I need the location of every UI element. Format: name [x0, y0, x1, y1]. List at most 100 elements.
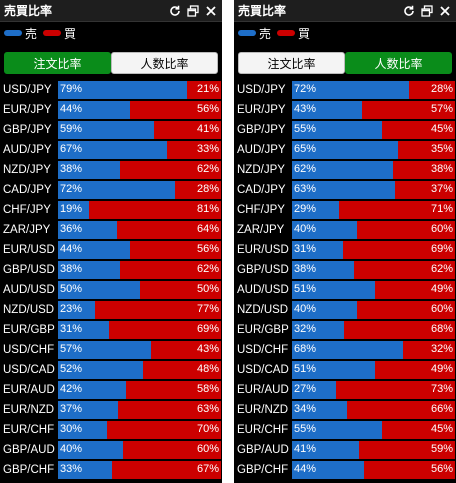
ratio-row[interactable]: EUR/USD 31% 69% [234, 240, 456, 260]
ratio-row[interactable]: GBP/CHF 44% 56% [234, 460, 456, 480]
ratio-panel-order: 売買比率売買注文比率 人数比率 USD/JPY 79% 21% EUR/JPY 44% 56%… [0, 0, 222, 483]
ratio-row[interactable]: USD/CAD 52% 48% [0, 360, 222, 380]
sell-percent: 31% [294, 243, 317, 255]
ratio-row[interactable]: EUR/NZD 37% 63% [0, 400, 222, 420]
ratio-bar: 32% 68% [292, 321, 455, 339]
ratio-row[interactable]: CHF/JPY 29% 71% [234, 200, 456, 220]
currency-pair: GBP/AUD [237, 444, 289, 456]
currency-pair: EUR/GBP [237, 324, 289, 336]
ratio-row[interactable]: GBP/CHF 33% 67% [0, 460, 222, 480]
close-icon[interactable] [438, 4, 452, 18]
currency-pair: ZAR/JPY [3, 224, 51, 236]
sell-bar: 51% [292, 361, 376, 379]
sell-percent: 44% [294, 463, 317, 475]
ratio-row[interactable]: NZD/JPY 38% 62% [0, 160, 222, 180]
buy-bar: 60% [357, 301, 455, 319]
sell-bar: 32% [292, 321, 345, 339]
ratio-row[interactable]: USD/JPY 79% 21% [0, 80, 222, 100]
buy-bar: 69% [108, 321, 221, 339]
currency-pair: EUR/NZD [3, 404, 55, 416]
sell-bar: 72% [58, 181, 176, 199]
ratio-row[interactable]: GBP/JPY 55% 45% [234, 120, 456, 140]
ratio-row[interactable]: NZD/JPY 62% 38% [234, 160, 456, 180]
buy-percent: 68% [430, 323, 453, 335]
buy-percent: 45% [430, 123, 453, 135]
window-icon[interactable] [186, 4, 200, 18]
ratio-row[interactable]: GBP/USD 38% 62% [234, 260, 456, 280]
ratio-bar: 27% 73% [292, 381, 455, 399]
buy-bar: 38% [393, 161, 455, 179]
ratio-row[interactable]: EUR/USD 44% 56% [0, 240, 222, 260]
tab-people-ratio[interactable]: 人数比率 [345, 52, 452, 74]
currency-pair: ZAR/JPY [237, 224, 285, 236]
ratio-panel-people: 売買比率売買注文比率 人数比率 USD/JPY 72% 28% EUR/JPY 43% 57%… [234, 0, 456, 483]
currency-pair: EUR/NZD [237, 404, 289, 416]
buy-percent: 32% [430, 343, 453, 355]
sell-percent: 37% [60, 403, 83, 415]
sell-bar: 57% [58, 341, 151, 359]
ratio-row[interactable]: EUR/AUD 27% 73% [234, 380, 456, 400]
ratio-row[interactable]: GBP/USD 38% 62% [0, 260, 222, 280]
ratio-row[interactable]: CAD/JPY 72% 28% [0, 180, 222, 200]
ratio-row[interactable]: EUR/JPY 44% 56% [0, 100, 222, 120]
ratio-row[interactable]: USD/JPY 72% 28% [234, 80, 456, 100]
buy-percent: 48% [196, 363, 219, 375]
refresh-icon[interactable] [168, 4, 182, 18]
tab-order-ratio[interactable]: 注文比率 [4, 52, 111, 74]
sell-percent: 27% [294, 383, 317, 395]
buy-percent: 21% [196, 83, 219, 95]
sell-percent: 63% [294, 183, 317, 195]
ratio-row[interactable]: CHF/JPY 19% 81% [0, 200, 222, 220]
tab-order-ratio[interactable]: 注文比率 [238, 52, 345, 74]
sell-bar: 36% [58, 221, 117, 239]
ratio-bar: 29% 71% [292, 201, 455, 219]
ratio-row[interactable]: AUD/USD 50% 50% [0, 280, 222, 300]
ratio-row[interactable]: AUD/JPY 67% 33% [0, 140, 222, 160]
currency-pair: USD/CHF [3, 344, 55, 356]
sell-bar: 23% [58, 301, 96, 319]
buy-bar: 57% [362, 101, 455, 119]
refresh-icon[interactable] [402, 4, 416, 18]
ratio-row[interactable]: GBP/JPY 59% 41% [0, 120, 222, 140]
ratio-bar: 38% 62% [58, 261, 221, 279]
ratio-row[interactable]: GBP/AUD 41% 59% [234, 440, 456, 460]
ratio-row[interactable]: USD/CHF 57% 43% [0, 340, 222, 360]
currency-pair: AUD/USD [3, 284, 55, 296]
ratio-row[interactable]: USD/CHF 68% 32% [234, 340, 456, 360]
sell-percent: 51% [294, 283, 317, 295]
ratio-row[interactable]: GBP/AUD 40% 60% [0, 440, 222, 460]
ratio-row[interactable]: EUR/GBP 32% 68% [234, 320, 456, 340]
ratio-row[interactable]: EUR/NZD 34% 66% [234, 400, 456, 420]
sell-bar: 27% [292, 381, 336, 399]
currency-pair: CHF/JPY [237, 204, 285, 216]
ratio-row[interactable]: USD/CAD 51% 49% [234, 360, 456, 380]
ratio-row[interactable]: ZAR/JPY 36% 64% [0, 220, 222, 240]
close-icon[interactable] [204, 4, 218, 18]
ratio-row[interactable]: NZD/USD 40% 60% [234, 300, 456, 320]
buy-percent: 73% [430, 383, 453, 395]
ratio-row[interactable]: EUR/GBP 31% 69% [0, 320, 222, 340]
ratio-row[interactable]: EUR/CHF 30% 70% [0, 420, 222, 440]
ratio-row[interactable]: ZAR/JPY 40% 60% [234, 220, 456, 240]
tab-people-ratio[interactable]: 人数比率 [111, 52, 218, 74]
buy-bar: 62% [119, 261, 221, 279]
ratio-row[interactable]: EUR/AUD 42% 58% [0, 380, 222, 400]
ratio-row[interactable]: NZD/USD 23% 77% [0, 300, 222, 320]
buy-percent: 59% [430, 443, 453, 455]
ratio-bar: 68% 32% [292, 341, 455, 359]
currency-pair: EUR/AUD [3, 384, 55, 396]
buy-bar: 28% [409, 81, 455, 99]
ratio-row[interactable]: CAD/JPY 63% 37% [234, 180, 456, 200]
ratio-bar: 72% 28% [292, 81, 455, 99]
ratio-row[interactable]: EUR/CHF 55% 45% [234, 420, 456, 440]
ratio-row[interactable]: AUD/JPY 65% 35% [234, 140, 456, 160]
sell-percent: 50% [60, 283, 83, 295]
ratio-row[interactable]: EUR/JPY 43% 57% [234, 100, 456, 120]
ratio-bar: 50% 50% [58, 281, 221, 299]
buy-bar: 71% [339, 201, 455, 219]
ratio-row[interactable]: AUD/USD 51% 49% [234, 280, 456, 300]
ratio-bar: 41% 59% [292, 441, 455, 459]
window-icon[interactable] [420, 4, 434, 18]
currency-pair: USD/CAD [237, 364, 289, 376]
sell-percent: 72% [294, 83, 317, 95]
